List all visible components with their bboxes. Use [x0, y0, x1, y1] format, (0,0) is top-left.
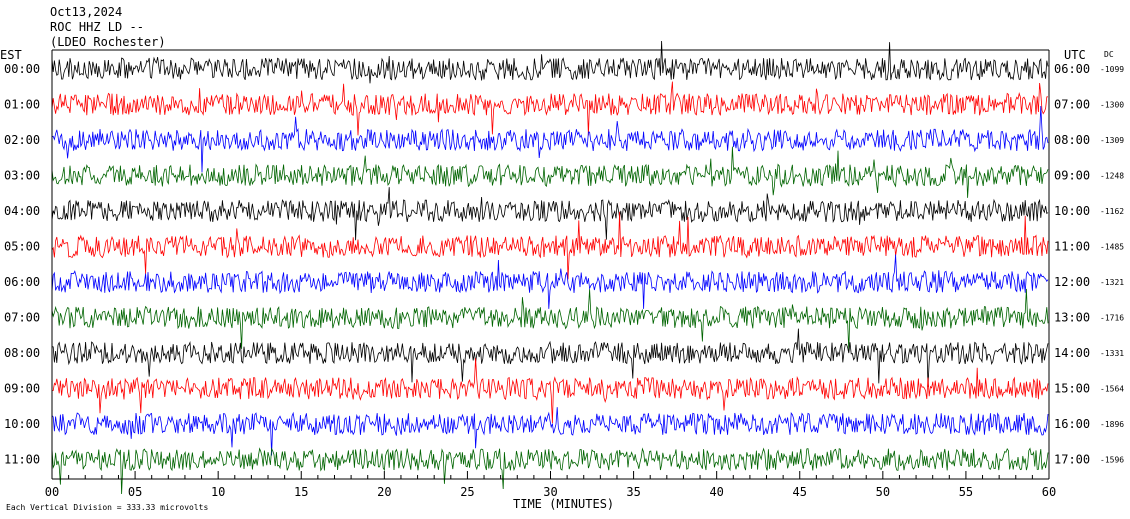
- right-time-label: 11:00: [1054, 240, 1090, 254]
- dc-offset-value: -1596: [1100, 456, 1124, 465]
- x-tick-label: 25: [460, 485, 474, 499]
- trace-row-0300: [51, 146, 1049, 198]
- left-time-label: 10:00: [4, 417, 40, 431]
- x-tick-label: 30: [543, 485, 557, 499]
- left-time-label: 02:00: [4, 133, 40, 147]
- dc-offset-value: -1896: [1100, 420, 1124, 429]
- x-tick-label: 45: [793, 485, 807, 499]
- dc-offset-value: -1300: [1100, 101, 1124, 110]
- x-tick-label: 35: [626, 485, 640, 499]
- x-tick-label: 15: [294, 485, 308, 499]
- right-time-label: 12:00: [1054, 275, 1090, 289]
- dc-offset-value: -1309: [1100, 136, 1124, 145]
- x-tick-label: 05: [128, 485, 142, 499]
- header-date: Oct13,2024: [50, 5, 122, 19]
- dc-offset-value: -1162: [1100, 207, 1124, 216]
- left-time-label: 04:00: [4, 204, 40, 218]
- x-tick-label: 00: [45, 485, 59, 499]
- right-time-label: 10:00: [1054, 204, 1090, 218]
- dc-offset-value: -1331: [1100, 349, 1124, 358]
- right-time-label: 13:00: [1054, 311, 1090, 325]
- plot-frame: [51, 49, 1050, 480]
- x-tick-label: 20: [377, 485, 391, 499]
- right-time-label: 15:00: [1054, 382, 1090, 396]
- trace-row-0200: [51, 105, 1049, 173]
- right-time-label: 14:00: [1054, 346, 1090, 360]
- trace-row-0600: [51, 254, 1049, 309]
- trace-row-1000: [51, 407, 1049, 456]
- right-time-label: 08:00: [1054, 133, 1090, 147]
- right-time-label: 06:00: [1054, 62, 1090, 76]
- scale-note: Each Vertical Division = 333.33 microvol…: [6, 503, 208, 512]
- dc-offset-value: -1099: [1100, 65, 1124, 74]
- trace-row-0800: [51, 328, 1049, 387]
- left-time-label: 09:00: [4, 382, 40, 396]
- x-tick-label: 10: [211, 485, 225, 499]
- trace-row-0500: [51, 211, 1049, 280]
- right-time-label: 07:00: [1054, 98, 1090, 112]
- x-axis-title: TIME (MINUTES): [513, 497, 614, 511]
- label-layer: 00 05 10 15 20 25 30 35 40 45 50 55 60 00:00 06:00 -109…: [4, 62, 1124, 499]
- left-time-label: 05:00: [4, 240, 40, 254]
- right-timezone-label: UTC: [1064, 48, 1086, 62]
- dc-offset-value: -1716: [1100, 314, 1124, 323]
- header-station: ROC HHZ LD --: [50, 20, 144, 34]
- left-time-label: 07:00: [4, 311, 40, 325]
- right-time-label: 17:00: [1054, 453, 1090, 467]
- trace-row-0700: [51, 288, 1049, 351]
- trace-layer: [51, 40, 1049, 495]
- left-time-label: 00:00: [4, 62, 40, 76]
- dc-column-header: DC: [1104, 50, 1114, 59]
- x-tick-label: 60: [1042, 485, 1056, 499]
- header-location: (LDEO Rochester): [50, 35, 166, 49]
- left-time-label: 03:00: [4, 169, 40, 183]
- dc-offset-value: -1321: [1100, 278, 1124, 287]
- dc-offset-value: -1564: [1100, 385, 1124, 394]
- trace-row-0100: [51, 81, 1049, 136]
- right-time-label: 09:00: [1054, 169, 1090, 183]
- x-tick-label: 55: [959, 485, 973, 499]
- left-time-label: 06:00: [4, 275, 40, 289]
- trace-row-0000: [51, 40, 1049, 84]
- left-timezone-label: EST: [0, 48, 22, 62]
- trace-row-1100: [51, 447, 1049, 495]
- dc-offset-value: -1485: [1100, 243, 1124, 252]
- trace-row-0400: [51, 187, 1049, 241]
- x-tick-label: 50: [876, 485, 890, 499]
- left-time-label: 11:00: [4, 453, 40, 467]
- trace-row-0900: [51, 358, 1049, 424]
- x-tick-label: 40: [709, 485, 723, 499]
- dc-offset-value: -1248: [1100, 172, 1124, 181]
- left-time-label: 08:00: [4, 346, 40, 360]
- right-time-label: 16:00: [1054, 417, 1090, 431]
- left-time-label: 01:00: [4, 98, 40, 112]
